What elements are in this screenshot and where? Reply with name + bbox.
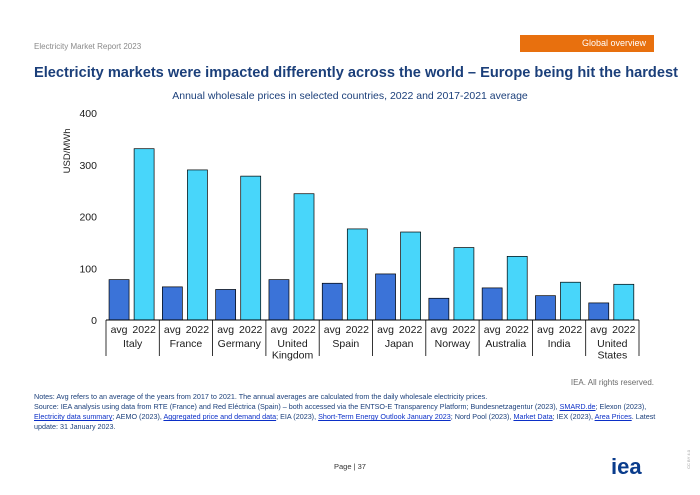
chart-title: Annual wholesale prices in selected coun… xyxy=(172,90,528,102)
x-series-label: 2022 xyxy=(399,324,423,336)
x-series-label: avg xyxy=(217,324,234,336)
bar-chart: 0 100 200 300 400 USD/MWh avg 2022 Italy avg 2022 F… xyxy=(62,108,640,362)
bar-avg xyxy=(321,282,343,321)
x-series-label: avg xyxy=(324,324,341,336)
bar-2022 xyxy=(346,228,368,321)
x-series-label: 2022 xyxy=(132,324,156,336)
x-category-label: United xyxy=(277,338,308,350)
y-tick-label: 0 xyxy=(91,315,97,327)
source-link-eia[interactable]: Short-Term Energy Outlook January 2023 xyxy=(318,412,451,421)
x-series-label: avg xyxy=(590,324,607,336)
page-number: Page | 37 xyxy=(334,462,366,471)
bar-2022 xyxy=(453,247,475,321)
x-category-label: Norway xyxy=(435,338,471,350)
x-series-label: 2022 xyxy=(559,324,583,336)
bar-avg xyxy=(215,289,237,321)
x-category-label: Japan xyxy=(385,338,414,350)
source-link-iex[interactable]: Area Prices xyxy=(594,412,632,421)
bar-avg xyxy=(268,279,290,321)
x-category-label: Germany xyxy=(218,338,262,350)
section-tab[interactable]: Global overview xyxy=(520,35,654,52)
y-axis-label: USD/MWh xyxy=(62,128,73,173)
report-name: Electricity Market Report 2023 xyxy=(34,42,142,51)
source-text: Source: IEA analysis using data from RTE… xyxy=(34,402,656,431)
x-series-label: 2022 xyxy=(612,324,636,336)
y-tick-label: 400 xyxy=(79,108,97,120)
x-series-label: avg xyxy=(164,324,181,336)
source-link-nordpool[interactable]: Market Data xyxy=(513,412,553,421)
bar-2022 xyxy=(560,281,581,321)
y-tick-label: 200 xyxy=(79,212,97,224)
x-category-label: States xyxy=(597,350,627,362)
x-series-label: avg xyxy=(270,324,287,336)
x-series-label: 2022 xyxy=(186,324,210,336)
bar-2022 xyxy=(240,175,262,321)
x-series-label: avg xyxy=(484,324,501,336)
x-series-label: 2022 xyxy=(239,324,263,336)
bar-2022 xyxy=(293,193,315,321)
bar-avg xyxy=(535,295,556,321)
bar-avg xyxy=(375,273,396,321)
bar-avg xyxy=(108,279,130,321)
notes-text: Notes: Avg refers to an average of the y… xyxy=(34,392,488,401)
x-category-label: Kingdom xyxy=(272,350,314,362)
source-link-elexon[interactable]: Electricity data summary xyxy=(34,412,113,421)
rights-notice: IEA. All rights reserved. xyxy=(570,378,654,387)
x-category-label: Spain xyxy=(332,338,359,350)
x-series-label: avg xyxy=(111,324,128,336)
x-series-label: 2022 xyxy=(452,324,476,336)
x-series-label: avg xyxy=(430,324,447,336)
bar-2022 xyxy=(187,169,208,321)
y-tick-label: 300 xyxy=(79,160,97,172)
chart-notes: Notes: Avg refers to an average of the y… xyxy=(34,392,659,432)
svg-text:iea: iea xyxy=(611,456,642,478)
bar-2022 xyxy=(613,283,635,321)
bar-2022 xyxy=(400,231,421,321)
x-series-label: 2022 xyxy=(292,324,316,336)
x-series-label: 2022 xyxy=(506,324,530,336)
x-series-label: avg xyxy=(377,324,394,336)
x-category-label: United xyxy=(597,338,628,350)
bar-avg xyxy=(588,302,610,321)
x-category-label: France xyxy=(170,338,203,350)
source-link-smard[interactable]: SMARD.de xyxy=(559,402,596,411)
bar-2022 xyxy=(506,255,528,321)
iea-logo: iea xyxy=(611,456,642,478)
x-category-label: India xyxy=(548,338,571,350)
y-tick-label: 100 xyxy=(79,263,97,275)
x-series-label: avg xyxy=(537,324,554,336)
bar-2022 xyxy=(133,148,155,321)
x-category-label: Australia xyxy=(485,338,526,350)
bar-avg xyxy=(428,297,450,321)
license-label: CC BY 4.0 xyxy=(686,450,691,469)
bar-avg xyxy=(162,286,183,321)
x-series-label: 2022 xyxy=(346,324,370,336)
bar-avg xyxy=(481,287,503,321)
x-category-label: Italy xyxy=(123,338,143,350)
page-title: Electricity markets were impacted differ… xyxy=(34,65,678,81)
source-link-aemo[interactable]: Aggregated price and demand data xyxy=(163,412,277,421)
